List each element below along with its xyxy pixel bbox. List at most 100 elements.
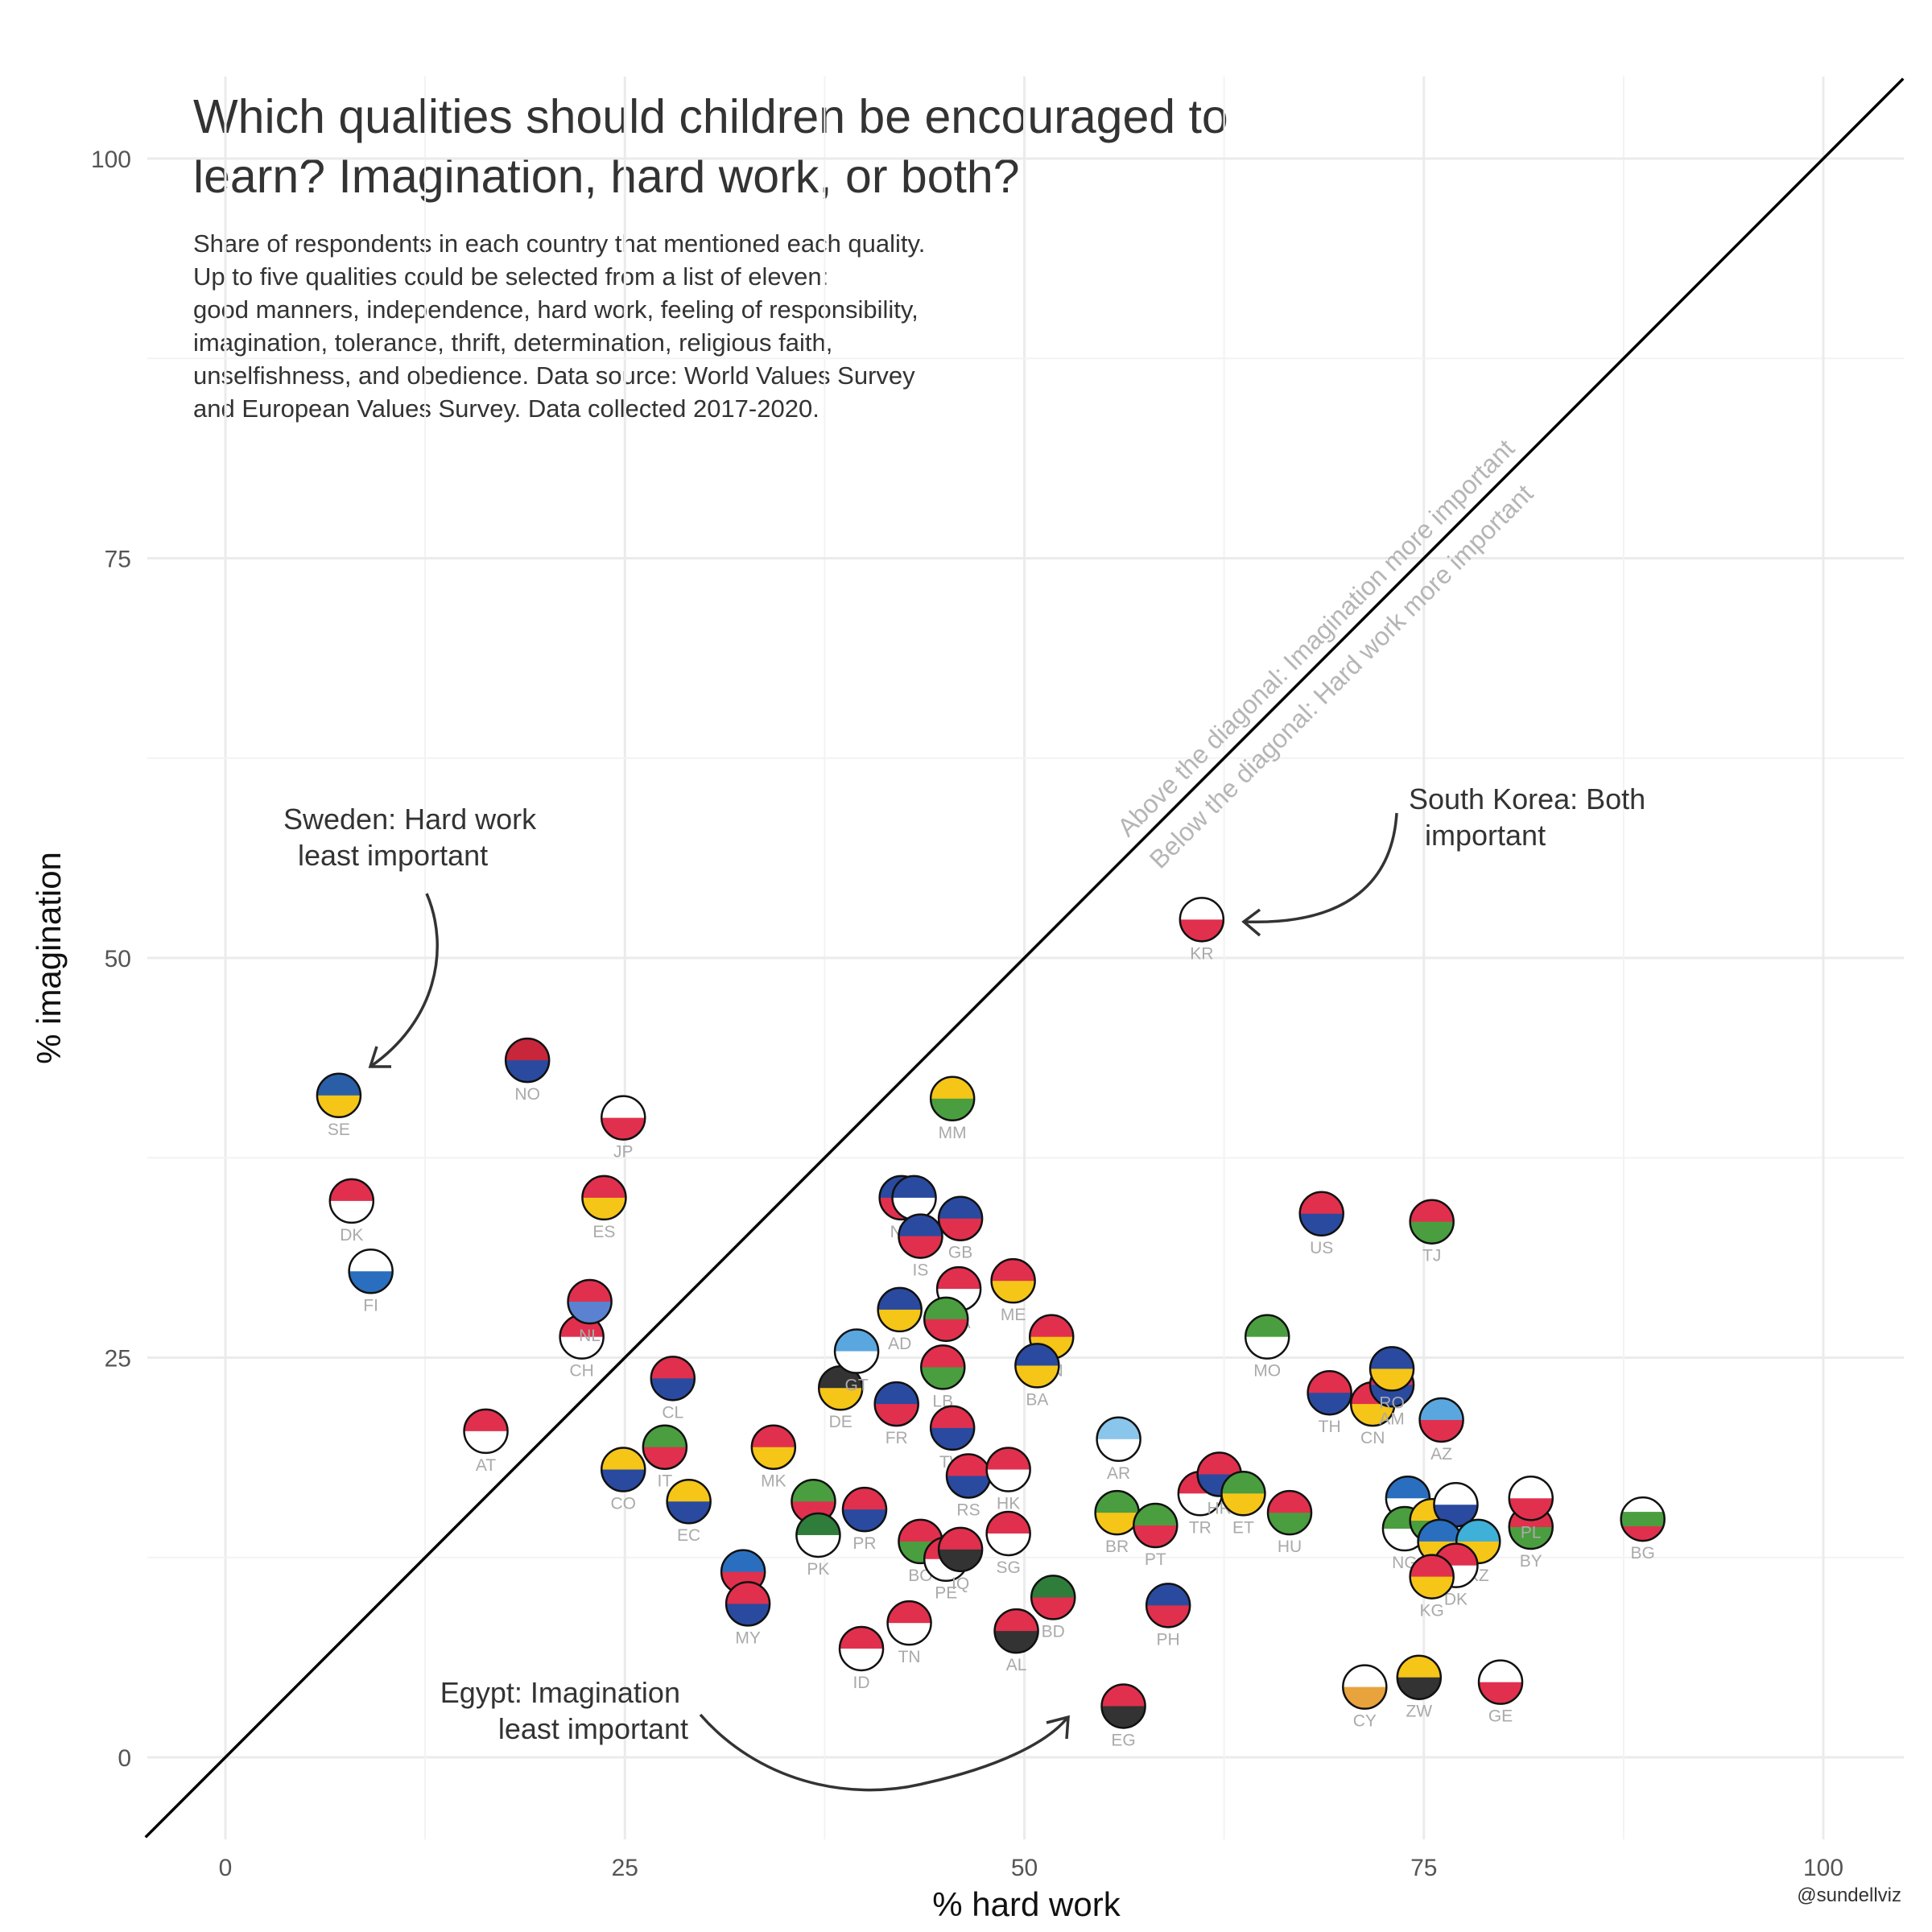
point-ch: CH [559, 1314, 605, 1381]
point-cl: CL [650, 1356, 696, 1422]
point-ba: BA [1014, 1343, 1060, 1409]
point-code-label: PK [807, 1560, 829, 1579]
point-iq: IQ [937, 1526, 984, 1593]
point-code-label: ZW [1406, 1703, 1432, 1721]
point-eg: EG [1100, 1683, 1146, 1749]
point-code-label: HU [1278, 1538, 1302, 1556]
point-ge: GE [1477, 1659, 1524, 1726]
credit-label: @sundellviz [1797, 1885, 1901, 1906]
point-code-label: PL [1521, 1523, 1542, 1542]
point-code-label: TJ [1422, 1247, 1441, 1265]
point-code-label: GT [844, 1377, 868, 1395]
point-my: MY [724, 1581, 771, 1647]
axis-ticks: 0 25 50 75 100 0 25 50 75 100 [91, 147, 1843, 1881]
y-tick-label: 25 [105, 1346, 131, 1373]
point-code-label: AR [1107, 1464, 1130, 1483]
annotation-sweden-arrow [369, 893, 439, 1068]
point-code-label: AT [476, 1456, 496, 1475]
point-et: ET [1220, 1471, 1266, 1537]
point-code-label: EC [677, 1526, 700, 1545]
point-code-label: JP [613, 1143, 634, 1162]
point-code-label: TN [898, 1648, 921, 1666]
point-code-label: MO [1253, 1362, 1281, 1381]
point-th: TH [1307, 1369, 1352, 1436]
point-code-label: PT [1145, 1550, 1166, 1569]
point-ec: EC [666, 1478, 712, 1545]
point-code-label: BA [1026, 1390, 1048, 1409]
point-us: US [1298, 1191, 1344, 1257]
point-bg: BG [1620, 1496, 1666, 1563]
point-no: NO [504, 1037, 551, 1104]
point-code-label: MY [735, 1629, 761, 1647]
point-lb: LB [920, 1344, 966, 1410]
annotation-korea-arrow [1243, 812, 1398, 923]
point-code-label: CN [1360, 1429, 1385, 1447]
point-code-label: CH [569, 1362, 593, 1381]
point-code-label: IT [658, 1472, 673, 1491]
annotation-sweden: Sweden: Hard work least important [283, 803, 544, 872]
x-tick-label: 0 [219, 1855, 233, 1881]
diagonal-line [144, 77, 1905, 1839]
point-me: ME [990, 1257, 1036, 1324]
point-ad: AD [877, 1286, 923, 1353]
point-zw: ZW [1396, 1654, 1443, 1721]
point-code-label: PH [1157, 1630, 1180, 1649]
y-axis-label: % imagination [30, 852, 68, 1064]
point-code-label: AD [888, 1335, 911, 1353]
point-code-label: GE [1488, 1707, 1513, 1726]
point-cy: CY [1342, 1664, 1388, 1731]
point-se: SE [316, 1072, 362, 1139]
point-code-label: ME [1001, 1306, 1026, 1324]
point-code-label: BD [1042, 1622, 1065, 1641]
point-code-label: ET [1232, 1518, 1254, 1537]
point-code-label: TR [1189, 1518, 1212, 1537]
annotation-egypt: Egypt: Imagination least important [440, 1676, 688, 1745]
point-code-label: KR [1190, 944, 1213, 963]
x-axis-label: % hard work [932, 1885, 1121, 1923]
point-gb: GB [937, 1195, 984, 1262]
point-code-label: FI [363, 1296, 378, 1315]
annotation-egypt-line2: least important [498, 1712, 688, 1745]
point-code-label: NO [514, 1085, 540, 1104]
annotation-korea-arrowhead [1241, 908, 1261, 937]
annotation-korea-line2: important [1425, 819, 1546, 852]
x-tick-label: 25 [612, 1855, 638, 1881]
annotation-sweden-arrowhead [368, 1046, 391, 1068]
point-code-label: MM [939, 1124, 967, 1142]
point-code-label: BG [1631, 1544, 1655, 1563]
point-code-label: RO [1379, 1393, 1405, 1412]
point-code-label: ES [592, 1223, 615, 1241]
point-code-label: CL [662, 1403, 683, 1422]
y-tick-label: 50 [105, 946, 131, 972]
data-points: SENOJPDKESFICHNLATCLCOITECMKSIMYMXPKPRDE… [316, 897, 1666, 1749]
point-code-label: SE [328, 1121, 350, 1139]
y-tick-label: 100 [91, 147, 131, 173]
point-id: ID [838, 1625, 885, 1692]
point-kg: KG [1409, 1554, 1455, 1620]
annotation-egypt-arrowhead [1046, 1715, 1070, 1740]
point-code-label: RS [956, 1501, 980, 1519]
point-mk: MK [750, 1424, 797, 1491]
point-code-label: BO [908, 1567, 932, 1585]
annotation-korea-line1: South Korea: Both [1409, 782, 1645, 815]
point-es: ES [581, 1174, 627, 1241]
chart-subtitle: Share of respondents in each country tha… [193, 229, 926, 423]
point-mm: MM [929, 1075, 976, 1142]
point-kr: KR [1179, 897, 1225, 963]
y-tick-label: 75 [105, 547, 131, 573]
point-code-label: CY [1353, 1712, 1377, 1731]
annotation-egypt-arrow [699, 1713, 1068, 1792]
point-at: AT [463, 1408, 509, 1475]
point-code-label: SG [996, 1558, 1020, 1577]
point-pt: PT [1133, 1502, 1179, 1569]
point-code-label: DE [829, 1413, 852, 1431]
x-tick-label: 50 [1011, 1855, 1038, 1881]
point-al: AL [993, 1608, 1039, 1674]
annotation-korea: South Korea: Both important [1409, 782, 1653, 852]
point-ph: PH [1145, 1583, 1191, 1649]
point-fr: FR [873, 1381, 919, 1447]
point-code-label: ID [853, 1674, 870, 1692]
annotations: Sweden: Hard work least important South … [283, 782, 1653, 1792]
point-code-label: US [1310, 1239, 1333, 1257]
